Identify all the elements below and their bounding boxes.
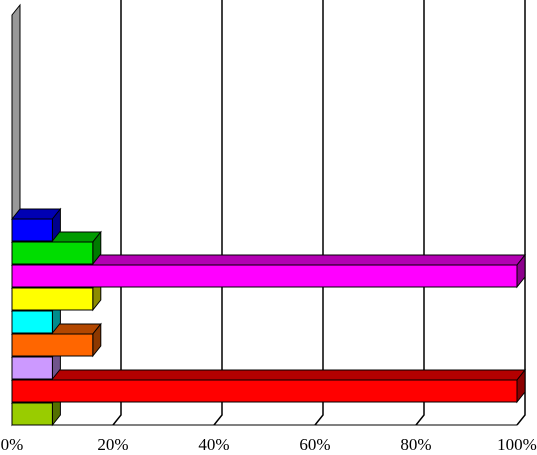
bar-face: [10, 369, 527, 381]
bar: [10, 368, 527, 404]
grid-line: [415, 0, 425, 426]
bar-face: [11, 264, 518, 288]
grid-line: [112, 0, 122, 426]
bar-face: [11, 356, 53, 380]
grid-line: [314, 0, 324, 426]
bar: [10, 207, 62, 243]
grid-line: [516, 0, 526, 426]
x-tick-label: 80%: [400, 435, 431, 454]
bar-face: [11, 287, 94, 311]
x-tick-label: 60%: [299, 435, 330, 454]
bar-face: [11, 218, 53, 242]
grid-line: [213, 0, 223, 426]
bar-face: [11, 310, 53, 334]
x-tick-label: 20%: [97, 435, 128, 454]
x-tick-label: 100%: [497, 435, 537, 454]
bar: [10, 253, 527, 289]
bar-face: [11, 402, 53, 426]
bar-face: [11, 379, 518, 403]
x-tick-label: 0%: [1, 435, 24, 454]
bar-face: [11, 241, 94, 265]
bar-face: [11, 333, 94, 357]
x-tick-label: 40%: [198, 435, 229, 454]
